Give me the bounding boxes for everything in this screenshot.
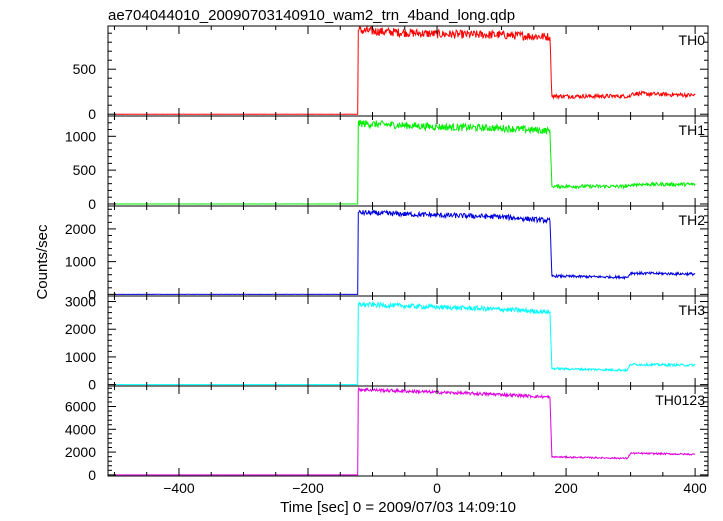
y-tick-label: 2000	[65, 221, 96, 237]
y-tick-label: 0	[88, 467, 96, 483]
series-label-th0123: TH0123	[655, 392, 705, 408]
y-tick-label: 2000	[65, 321, 96, 337]
x-axis-label: Time [sec] 0 = 2009/07/03 14:09:10	[280, 499, 516, 516]
panel-frame	[107, 115, 709, 207]
panel-th3: 0 1000 2000 3000 TH3	[65, 294, 709, 393]
y-tick-label: 0	[88, 106, 96, 122]
panel-frame	[107, 25, 709, 117]
x-tick-label: −400	[163, 480, 195, 496]
chart-title: ae704044010_20090703140910_wam2_trn_4ban…	[108, 7, 515, 24]
series-line-th1	[114, 119, 696, 205]
series-label-th2: TH2	[679, 212, 706, 228]
y-axis-label: Counts/sec	[34, 224, 51, 300]
x-tick-label: 200	[554, 480, 578, 496]
y-tick-label: 0	[88, 377, 96, 393]
panel-th0123: 0 2000 4000 6000 TH0123	[65, 385, 709, 483]
series-line-th3	[114, 300, 696, 386]
series-label-th3: TH3	[679, 302, 706, 318]
y-tick-label: 4000	[65, 421, 96, 437]
panel-frame	[107, 205, 709, 297]
x-tick-label: 400	[683, 480, 707, 496]
panel-frame	[107, 295, 709, 387]
series-label-th0: TH0	[679, 32, 706, 48]
series-label-th1: TH1	[679, 122, 706, 138]
y-tick-label: 3000	[65, 294, 96, 310]
panel-th0: 0 500 TH0	[73, 25, 709, 122]
panel-th2: 0 1000 2000 TH2	[65, 205, 709, 302]
y-tick-label: 0	[88, 196, 96, 212]
series-line-th2	[114, 209, 696, 295]
y-tick-label: 1000	[65, 128, 96, 144]
y-tick-label: 6000	[65, 399, 96, 415]
series-line-th0123	[114, 386, 696, 476]
y-tick-label: 0	[88, 286, 96, 302]
y-tick-label: 500	[73, 61, 97, 77]
x-tick-label: 0	[433, 480, 441, 496]
x-tick-label: −200	[292, 480, 324, 496]
panel-th1: 0 500 1000 TH1	[65, 115, 709, 212]
panel-frame	[107, 385, 709, 477]
y-tick-label: 1000	[65, 349, 96, 365]
y-tick-label: 1000	[65, 254, 96, 270]
y-tick-label: 500	[73, 162, 97, 178]
series-line-th0	[114, 25, 696, 115]
y-tick-label: 2000	[65, 444, 96, 460]
